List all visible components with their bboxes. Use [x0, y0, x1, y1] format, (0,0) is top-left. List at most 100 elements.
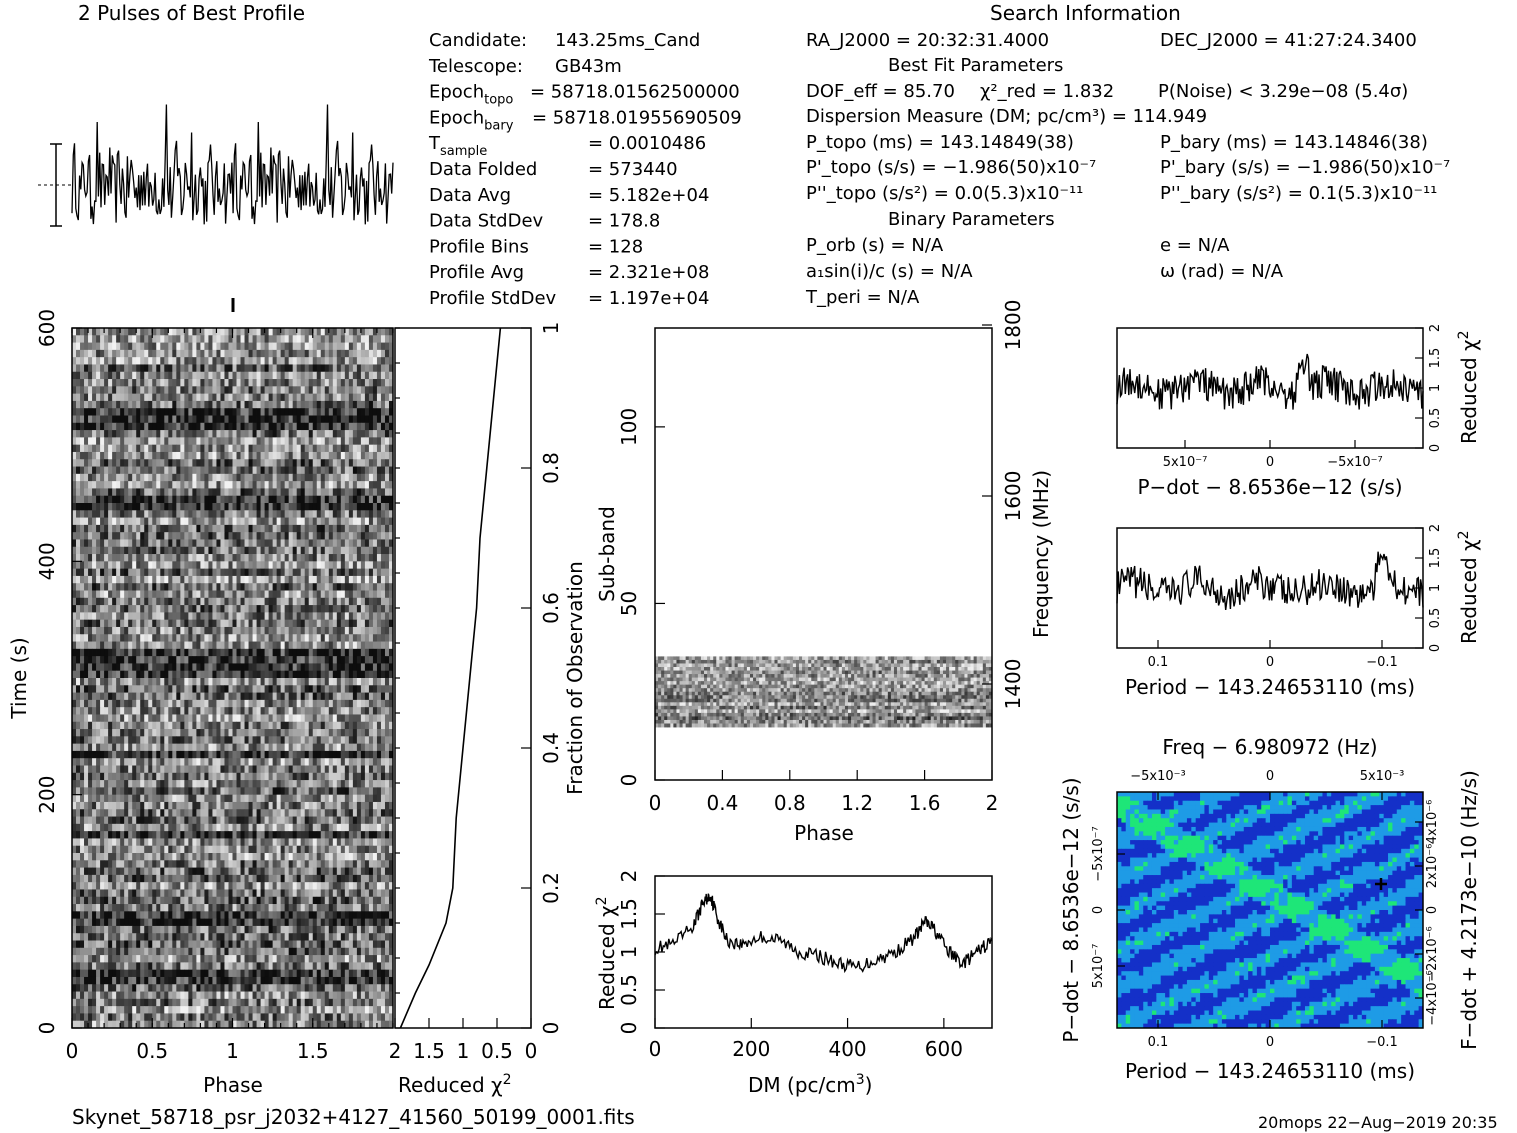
- heatmap-cell: [80, 685, 85, 693]
- heatmap-cell: [84, 473, 89, 482]
- heatmap-cell: [352, 415, 358, 424]
- heatmap-cell: [124, 714, 129, 723]
- heatmap-cell: [268, 670, 274, 679]
- heatmap-cell: [184, 393, 189, 402]
- heatmap-cell: [88, 437, 93, 446]
- heatmap-cell: [332, 532, 338, 540]
- heatmap-cell: [164, 685, 169, 693]
- heatmap-cell: [268, 648, 274, 657]
- heatmap-cell: [360, 342, 366, 351]
- heatmap-cell: [136, 444, 141, 453]
- heatmap-cell: [96, 678, 101, 686]
- heatmap-cell: [220, 605, 225, 613]
- heatmap-cell: [204, 597, 209, 606]
- heatmap-cell: [388, 539, 394, 548]
- heatmap-cell: [128, 379, 133, 387]
- heatmap-cell: [152, 575, 157, 584]
- heatmap-cell: [252, 765, 257, 774]
- heatmap-cell: [100, 765, 105, 774]
- heatmap-cell: [184, 641, 189, 650]
- heatmap-cell: [248, 561, 253, 570]
- heatmap-cell: [360, 495, 366, 504]
- heatmap-cell: [132, 590, 137, 599]
- heatmap-cell: [116, 568, 121, 577]
- heatmap-cell: [240, 451, 245, 460]
- heatmap-cell: [220, 729, 225, 737]
- heatmap-cell: [152, 481, 157, 489]
- heatmap-cell: [120, 736, 125, 745]
- heatmap-cell: [324, 444, 330, 453]
- heatmap-cell: [112, 503, 117, 511]
- heatmap-cell: [360, 641, 366, 650]
- heatmap-cell: [304, 349, 310, 358]
- heatmap-cell: [100, 597, 105, 606]
- heatmap-cell: [260, 568, 265, 577]
- heatmap-cell: [372, 430, 378, 438]
- heatmap-cell: [332, 459, 338, 467]
- heatmap-cell: [196, 772, 201, 781]
- heatmap-cell: [300, 466, 306, 475]
- heatmap-cell: [232, 678, 237, 686]
- heatmap-cell: [120, 524, 125, 533]
- heatmap-cell: [136, 772, 141, 781]
- heatmap-cell: [224, 532, 229, 540]
- heatmap-cell: [272, 699, 278, 708]
- heatmap-cell: [148, 328, 153, 336]
- heatmap-cell: [260, 721, 265, 730]
- heatmap-cell: [288, 707, 294, 715]
- heatmap-cell: [300, 583, 306, 591]
- heatmap-cell: [200, 721, 205, 730]
- heatmap-cell: [284, 539, 290, 548]
- heatmap-cell: [104, 743, 109, 752]
- heatmap-cell: [76, 517, 81, 526]
- heatmap-cell: [292, 466, 298, 475]
- heatmap-cell: [384, 328, 390, 336]
- heatmap-cell: [368, 503, 374, 511]
- heatmap-cell: [308, 590, 314, 599]
- heatmap-cell: [112, 670, 117, 679]
- heatmap-cell: [380, 583, 386, 591]
- heatmap-cell: [264, 772, 270, 781]
- heatmap-cell: [256, 554, 261, 562]
- heatmap-cell: [368, 335, 374, 343]
- heatmap-cell: [268, 357, 274, 365]
- heatmap-cell: [116, 685, 121, 693]
- heatmap-cell: [388, 678, 394, 686]
- heatmap-cell: [296, 583, 302, 591]
- heatmap-cell: [160, 707, 165, 715]
- heatmap-cell: [368, 685, 374, 693]
- heatmap-cell: [372, 444, 378, 453]
- heatmap-cell: [364, 575, 370, 584]
- heatmap-cell: [332, 422, 338, 431]
- heatmap-cell: [84, 422, 89, 431]
- heatmap-cell: [220, 342, 225, 351]
- heatmap-cell: [296, 612, 302, 621]
- heatmap-cell: [292, 575, 298, 584]
- heatmap-cell: [172, 612, 177, 621]
- heatmap-cell: [304, 619, 310, 628]
- heatmap-cell: [228, 699, 233, 708]
- heatmap-cell: [316, 510, 322, 518]
- heatmap-cell: [80, 379, 85, 387]
- heatmap-cell: [168, 539, 173, 548]
- heatmap-cell: [252, 517, 257, 526]
- heatmap-cell: [340, 670, 346, 679]
- heatmap-cell: [128, 495, 133, 504]
- heatmap-cell: [316, 597, 322, 606]
- heatmap-cell: [308, 648, 314, 657]
- heatmap-cell: [204, 765, 209, 774]
- heatmap-cell: [320, 517, 326, 526]
- heatmap-cell: [388, 481, 394, 489]
- heatmap-cell: [288, 473, 294, 482]
- heatmap-cell: [212, 481, 217, 489]
- heatmap-cell: [268, 641, 274, 650]
- profile-plot: [38, 104, 394, 312]
- heatmap-cell: [280, 612, 286, 621]
- heatmap-cell: [232, 481, 237, 489]
- heatmap-cell: [84, 510, 89, 518]
- heatmap-cell: [76, 670, 81, 679]
- heatmap-cell: [356, 524, 362, 533]
- heatmap-cell: [304, 707, 310, 715]
- heatmap-cell: [148, 765, 153, 774]
- heatmap-cell: [96, 568, 101, 577]
